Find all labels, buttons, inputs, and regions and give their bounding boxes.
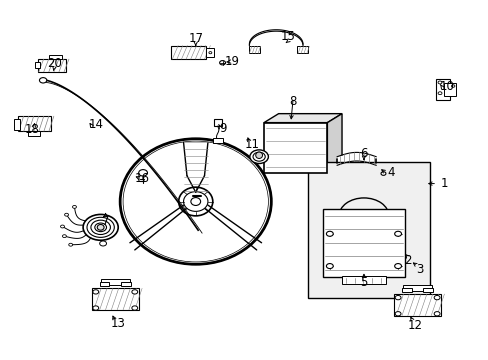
Text: 17: 17 (188, 32, 203, 45)
Bar (213, 119, 221, 126)
Ellipse shape (100, 241, 106, 246)
Ellipse shape (132, 290, 138, 294)
Bar (264, 123, 327, 173)
Bar (341, 276, 385, 284)
Ellipse shape (394, 312, 400, 316)
Bar (393, 294, 440, 316)
Ellipse shape (69, 243, 73, 246)
Text: 20: 20 (47, 57, 61, 70)
Ellipse shape (72, 206, 76, 208)
Ellipse shape (394, 296, 400, 300)
Bar (35, 62, 40, 68)
Bar (121, 282, 131, 286)
Text: 15: 15 (281, 30, 295, 43)
Ellipse shape (40, 78, 47, 83)
Bar (401, 288, 411, 292)
Text: 10: 10 (439, 80, 453, 93)
Ellipse shape (249, 150, 268, 163)
Bar (92, 288, 139, 310)
Text: 7: 7 (102, 215, 109, 228)
Ellipse shape (380, 172, 385, 175)
Text: 18: 18 (25, 123, 40, 136)
Bar (402, 285, 431, 291)
Ellipse shape (394, 231, 401, 236)
Bar (423, 288, 432, 292)
Polygon shape (327, 114, 341, 173)
Text: 1: 1 (440, 177, 447, 190)
Bar (18, 116, 51, 131)
Bar (249, 46, 260, 53)
Ellipse shape (83, 215, 118, 240)
Text: 11: 11 (244, 138, 259, 150)
Polygon shape (264, 114, 341, 123)
Ellipse shape (433, 312, 439, 316)
Bar (307, 162, 429, 298)
Ellipse shape (326, 264, 332, 269)
Text: 8: 8 (289, 95, 296, 108)
Ellipse shape (61, 225, 64, 228)
Text: 12: 12 (407, 319, 422, 332)
Ellipse shape (97, 225, 104, 230)
Ellipse shape (139, 170, 147, 176)
Text: 6: 6 (360, 147, 367, 159)
Text: 4: 4 (386, 166, 394, 179)
Text: 13: 13 (110, 317, 125, 330)
Ellipse shape (255, 152, 262, 158)
Text: 3: 3 (415, 263, 423, 276)
Text: 19: 19 (224, 55, 239, 68)
Bar (444, 83, 455, 96)
Ellipse shape (64, 213, 68, 216)
Bar (14, 119, 20, 130)
Text: 14: 14 (88, 118, 103, 131)
Ellipse shape (433, 296, 439, 300)
Ellipse shape (326, 231, 332, 236)
Bar (27, 131, 40, 135)
Bar (49, 55, 61, 59)
Bar (206, 48, 214, 57)
Bar (171, 45, 206, 59)
Text: 2: 2 (403, 254, 411, 267)
Bar (38, 59, 66, 72)
Text: 9: 9 (218, 122, 226, 135)
Ellipse shape (93, 306, 99, 310)
Bar (100, 282, 109, 286)
Bar (435, 79, 449, 100)
Ellipse shape (394, 264, 401, 269)
Text: 5: 5 (360, 276, 367, 289)
Ellipse shape (132, 306, 138, 310)
Bar (322, 209, 405, 277)
Ellipse shape (62, 235, 66, 238)
Ellipse shape (219, 60, 225, 65)
Bar (297, 46, 307, 53)
Bar (101, 279, 130, 285)
Ellipse shape (93, 290, 99, 294)
Text: 16: 16 (134, 172, 149, 185)
Bar (212, 138, 222, 143)
